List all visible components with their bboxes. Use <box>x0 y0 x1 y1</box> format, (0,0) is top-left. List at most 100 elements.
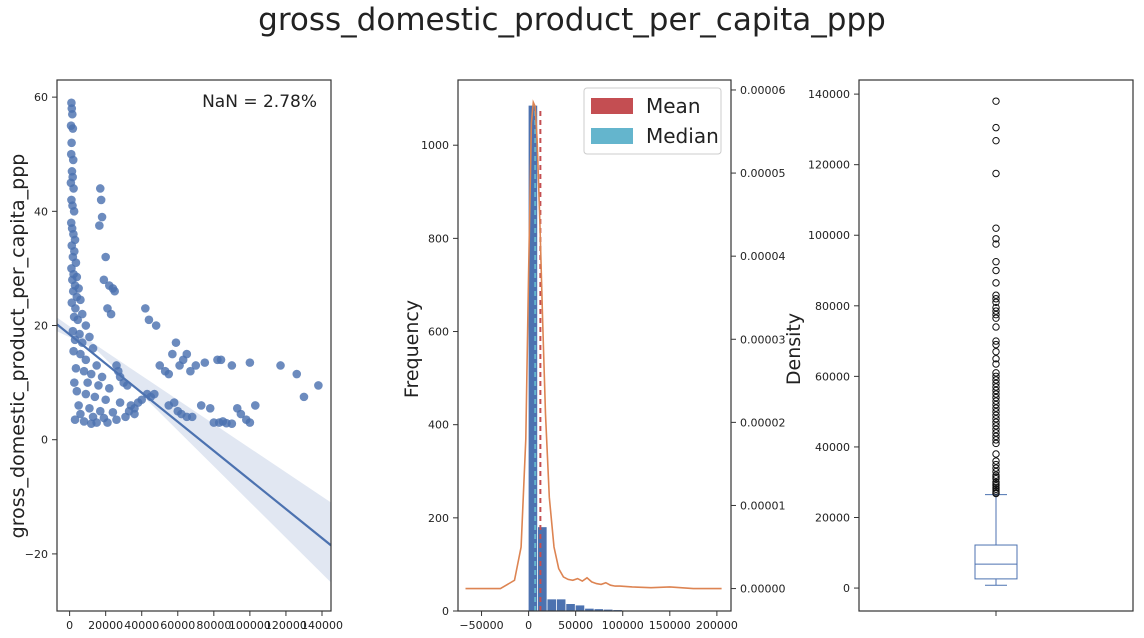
scatter-y-ticks: −20 0 20 40 60 <box>25 91 57 561</box>
scatter-point <box>299 392 309 402</box>
outlier-point <box>992 457 1000 465</box>
outlier-point <box>992 489 1000 498</box>
y-tick-label: −20 <box>25 548 48 561</box>
x-tick-label: 50000 <box>558 619 593 632</box>
scatter-point <box>141 304 150 313</box>
histogram-bar <box>566 604 575 611</box>
scatter-point <box>250 401 260 410</box>
density-tick-label: 0.00004 <box>740 250 786 263</box>
outlier-point <box>992 439 1000 448</box>
y-tick-label: 0 <box>442 605 449 618</box>
scatter-point <box>67 138 76 148</box>
scatter-point <box>74 401 83 410</box>
density-axis-label: Density <box>783 313 805 385</box>
outlier-point <box>992 460 1000 469</box>
scatter-point <box>187 412 197 422</box>
x-tick-label: 100000 <box>602 619 644 632</box>
outlier-point <box>992 258 1000 266</box>
outlier-point <box>992 235 1000 243</box>
outlier-point <box>992 340 1000 349</box>
scatter-point <box>276 361 285 370</box>
outlier-point <box>992 303 1000 312</box>
y-tick-label: 0 <box>843 582 850 595</box>
outlier-point <box>992 422 1000 430</box>
scatter-point <box>81 355 91 365</box>
y-tick-label: 200 <box>428 512 449 525</box>
y-tick-label: 40000 <box>815 441 850 454</box>
scatter-point <box>103 418 112 427</box>
histogram-bar <box>575 605 585 611</box>
scatter-point <box>68 109 77 119</box>
outlier-point <box>992 298 1000 306</box>
density-tick-label: 0.00001 <box>740 499 786 512</box>
outlier-point <box>992 240 1000 248</box>
scatter-point <box>182 349 192 359</box>
outlier-point <box>992 136 1000 145</box>
outlier-point <box>992 224 1000 232</box>
scatter-point <box>69 346 78 356</box>
outlier-point <box>992 407 1000 416</box>
scatter-point <box>151 321 161 330</box>
y-tick-label: 60000 <box>815 370 850 383</box>
scatter-point <box>79 366 89 376</box>
outlier-point <box>992 295 1000 303</box>
outlier-point <box>992 307 1000 315</box>
y-tick-label: 40 <box>34 205 48 218</box>
scatter-point <box>96 195 106 205</box>
histogram-y-ticks: 0 200 400 600 800 1000 <box>421 139 458 618</box>
outlier-point <box>992 450 1000 458</box>
outlier-point <box>992 467 1000 476</box>
regression-line-path <box>57 323 331 547</box>
scatter-point <box>68 155 78 165</box>
legend-mean-label: Mean <box>646 94 701 118</box>
x-tick-label: 140000 <box>301 619 343 632</box>
histogram-legend: Mean Median <box>583 87 722 155</box>
scatter-point <box>76 409 85 419</box>
scatter-point <box>196 401 206 410</box>
scatter-point <box>77 338 87 347</box>
outlier-point <box>992 360 1000 368</box>
x-tick-label: 150000 <box>649 619 691 632</box>
scatter-point <box>81 389 91 399</box>
scatter-point <box>227 361 237 370</box>
outlier-point <box>992 266 1000 275</box>
scatter-point <box>245 358 255 367</box>
outlier-point <box>992 369 1000 377</box>
scatter-point <box>169 398 179 407</box>
outlier-point <box>992 169 1000 178</box>
scatter-point <box>200 358 210 367</box>
x-tick-label: 0 <box>66 619 73 632</box>
legend-mean-swatch <box>591 98 633 114</box>
x-tick-label: 40000 <box>124 619 159 632</box>
scatter-point <box>108 408 118 417</box>
y-tick-label: 120000 <box>808 159 850 172</box>
x-tick-label: 0 <box>525 619 532 632</box>
scatter-point <box>90 392 100 402</box>
y-tick-label: 80000 <box>815 300 850 313</box>
outlier-point <box>992 383 1000 391</box>
scatter-point <box>101 252 110 262</box>
scatter-point <box>106 309 116 319</box>
histogram-x-ticks: −50000 0 50000 100000 150000 200000 <box>459 611 738 632</box>
legend-median-label: Median <box>646 124 719 148</box>
outlier-point <box>992 347 1000 356</box>
scatter-points <box>66 98 323 429</box>
scatter-point <box>68 326 78 336</box>
histogram-bars <box>528 105 660 612</box>
regression-line <box>57 323 331 547</box>
density-tick-label: 0.00000 <box>740 583 786 596</box>
scatter-point <box>101 395 110 405</box>
x-tick-label: 100000 <box>229 619 271 632</box>
x-tick-label: −50000 <box>459 619 503 632</box>
scatter-point <box>186 366 195 376</box>
outlier-point <box>992 415 1000 423</box>
outlier-point <box>992 432 1000 441</box>
outlier-point <box>992 411 1000 419</box>
scatter-point <box>94 381 103 390</box>
scatter-point <box>292 369 302 379</box>
scatter-point <box>71 304 80 313</box>
scatter-panel: 0 20000 40000 60000 80000100000120000140000 … <box>7 79 343 632</box>
scatter-point <box>115 398 125 407</box>
